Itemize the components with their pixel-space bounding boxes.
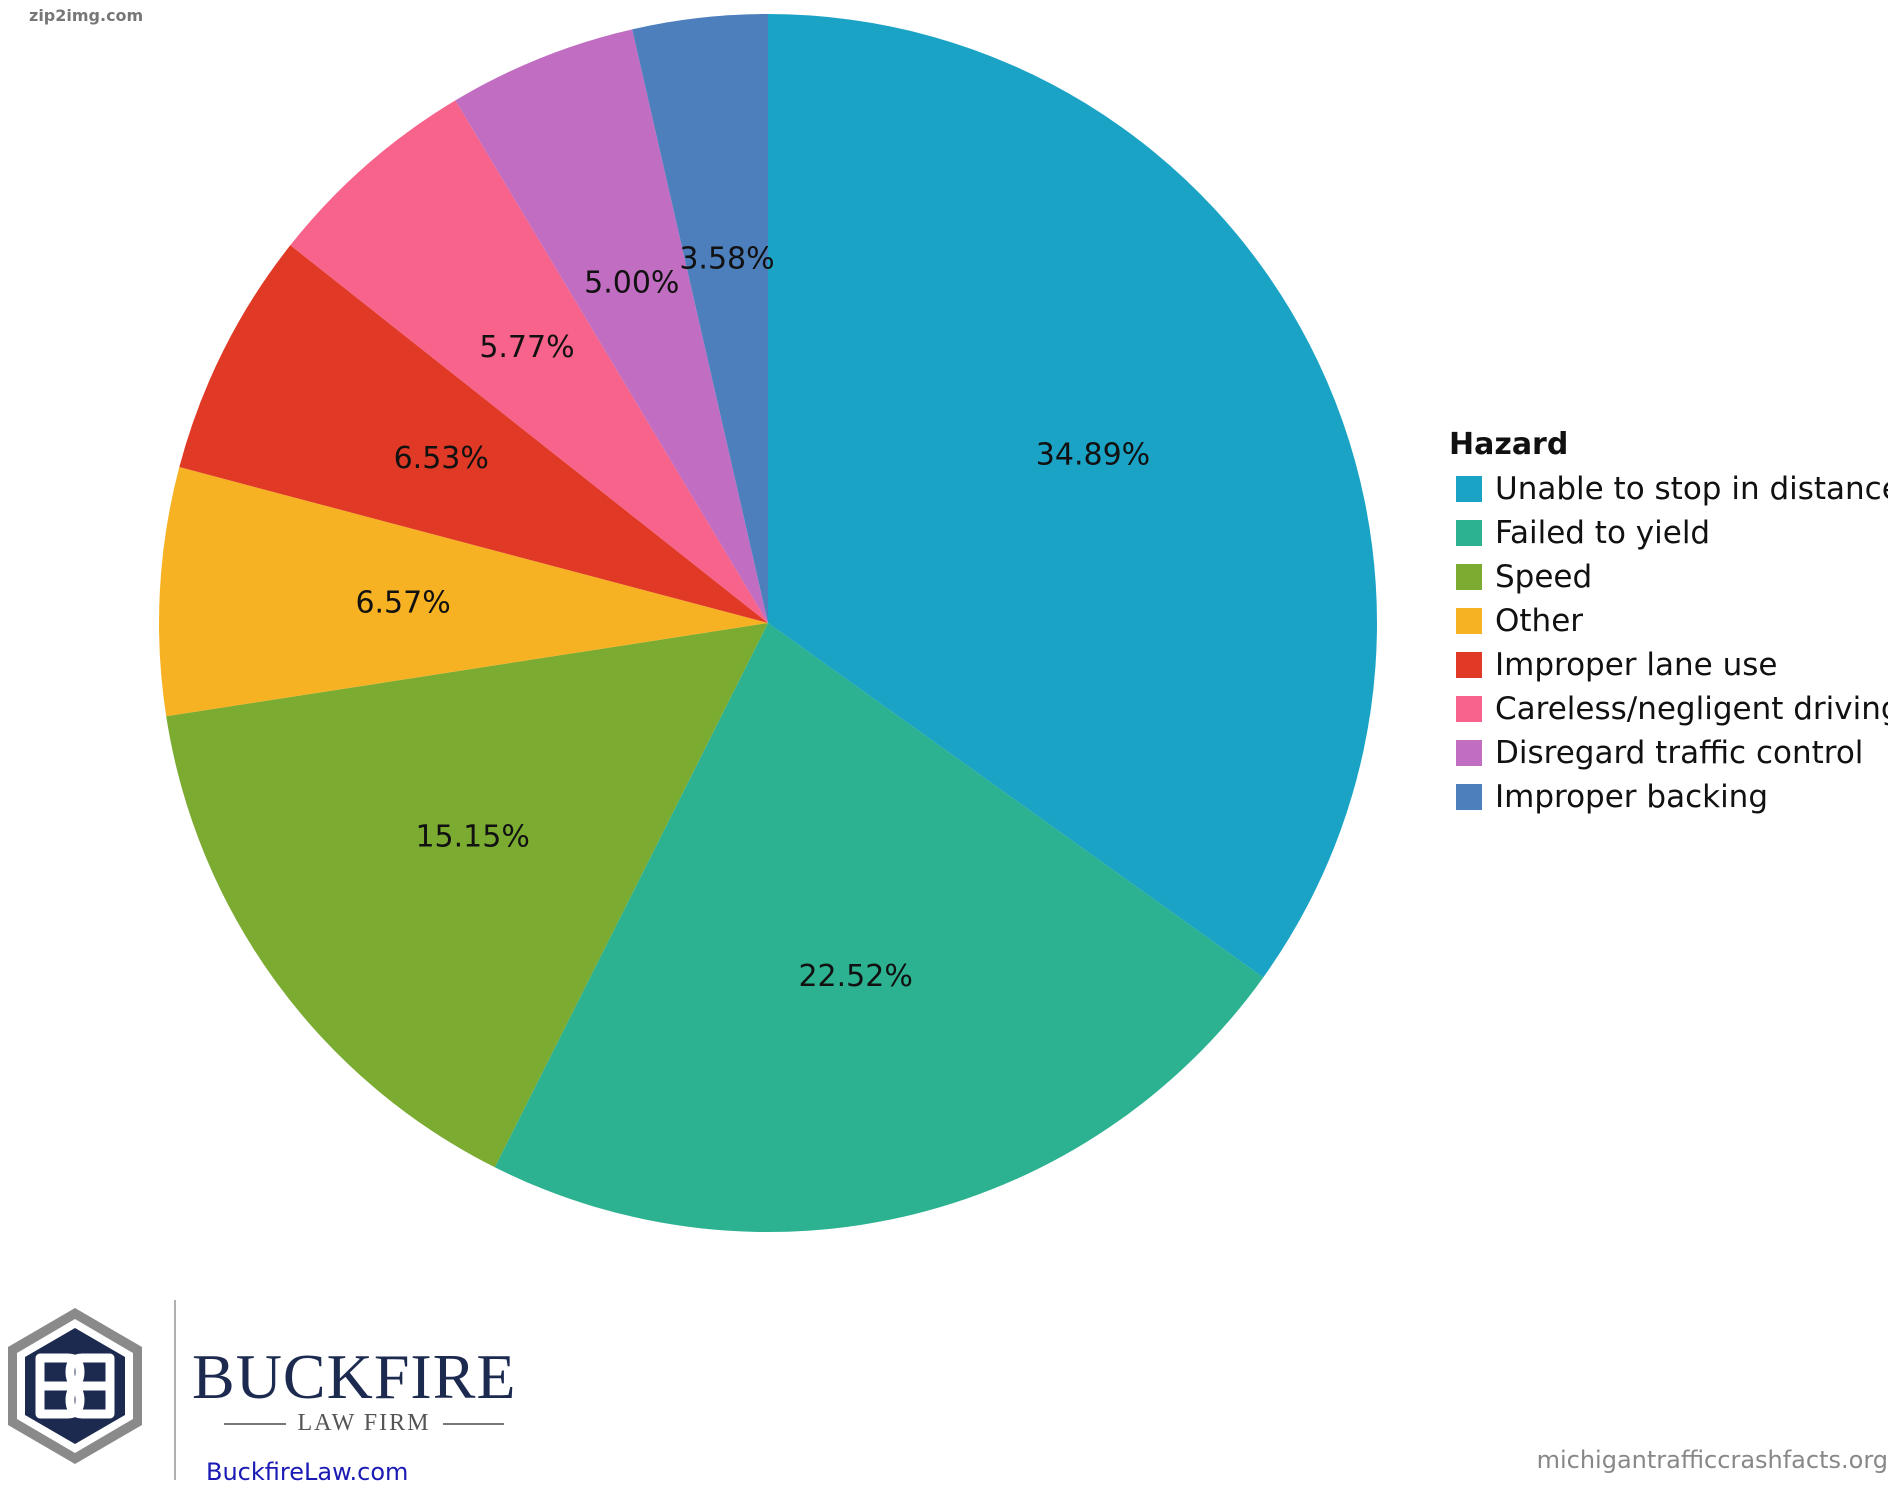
pie-slice-improper-backing: [632, 14, 768, 623]
logo-subtitle-text: LAW FIRM: [297, 1410, 431, 1436]
legend-title: Hazard: [1449, 427, 1569, 462]
legend: Hazard Unable to stop in distance Failed …: [1449, 425, 1888, 819]
legend-swatch: [1456, 784, 1482, 810]
data-label-disregard-traffic-control: 5.00%: [584, 265, 679, 300]
pie-slice-other: [158, 467, 768, 717]
legend-items: Unable to stop in distance Failed to yiel…: [1449, 467, 1888, 819]
data-label-failed-to-yield: 22.52%: [798, 959, 912, 994]
logo-rule-right: [442, 1422, 505, 1425]
legend-swatch: [1456, 652, 1482, 678]
legend-swatch: [1456, 696, 1482, 722]
legend-item-improper-backing: Improper backing: [1449, 775, 1888, 819]
site-credit: michigantrafficcrashfacts.org: [1536, 1446, 1888, 1474]
data-label-speed: 15.15%: [415, 820, 529, 855]
pie-slices: [158, 14, 1377, 1232]
legend-item-other: Other: [1449, 599, 1888, 643]
legend-swatch: [1456, 608, 1482, 634]
legend-item-careless-negligent-driving: Careless/negligent driving: [1449, 687, 1888, 731]
legend-swatch: [1456, 564, 1482, 590]
pie-slice-speed: [166, 623, 769, 1168]
watermark-text: zip2img.com: [29, 6, 144, 25]
logo-url-link[interactable]: BuckfireLaw.com: [206, 1458, 409, 1486]
data-label-improper-lane-use: 6.53%: [394, 441, 489, 476]
legend-label: Careless/negligent driving: [1495, 691, 1888, 727]
legend-item-unable-to-stop-in-distance: Unable to stop in distance: [1449, 467, 1888, 511]
legend-label: Failed to yield: [1495, 515, 1711, 551]
legend-item-failed-to-yield: Failed to yield: [1449, 511, 1888, 555]
pie-slice-unable-to-stop-in-distance: [768, 14, 1377, 978]
logo-subtitle: LAW FIRM: [224, 1410, 505, 1437]
legend-item-disregard-traffic-control: Disregard traffic control: [1449, 731, 1888, 775]
legend-swatch: [1456, 520, 1482, 546]
legend-label: Speed: [1495, 559, 1593, 595]
buckfire-logo-emblem-icon: [8, 1300, 176, 1480]
pie-slice-failed-to-yield: [494, 623, 1264, 1232]
buckfire-logo: BUCKFIRE LAW FIRM BuckfireLaw.com: [0, 1300, 560, 1490]
pie-slice-improper-lane-use: [179, 245, 768, 623]
data-label-improper-backing: 3.58%: [679, 241, 774, 276]
legend-item-speed: Speed: [1449, 555, 1888, 599]
legend-label: Improper backing: [1495, 779, 1769, 815]
data-label-other: 6.57%: [355, 585, 450, 620]
legend-label: Unable to stop in distance: [1495, 471, 1888, 507]
logo-firm-name: BUCKFIRE: [192, 1341, 517, 1412]
legend-label: Disregard traffic control: [1495, 735, 1864, 771]
legend-swatch: [1456, 476, 1482, 502]
legend-item-improper-lane-use: Improper lane use: [1449, 643, 1888, 687]
pie-data-labels: 34.89% 22.52% 15.15% 6.57% 6.53% 5.77% 5.00%3.…: [355, 241, 1150, 994]
pie-slice-disregard-traffic-control: [455, 29, 768, 623]
pie-slice-careless-negligent-driving: [290, 100, 768, 623]
data-label-unable-to-stop-in-distance: 34.89%: [1036, 437, 1150, 472]
legend-label: Other: [1495, 603, 1584, 639]
legend-swatch: [1456, 740, 1482, 766]
logo-rule-left: [224, 1422, 286, 1425]
legend-label: Improper lane use: [1495, 647, 1778, 683]
data-label-careless-negligent-driving: 5.77%: [479, 330, 574, 365]
